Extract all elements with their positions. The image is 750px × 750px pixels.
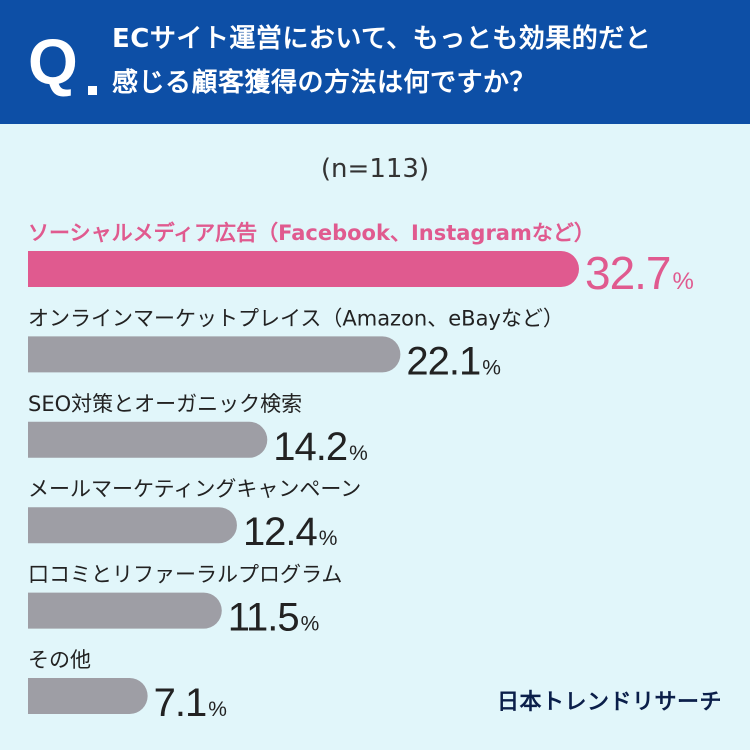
unit-label: %: [349, 442, 368, 465]
unit-label: %: [301, 613, 320, 636]
question-text-line-2: 感じる顧客獲得の方法は何ですか？: [112, 68, 537, 98]
value-label: 12.4: [243, 510, 318, 554]
bar: [28, 336, 401, 373]
value-label: 7.1: [154, 681, 207, 725]
category-label: ソーシャルメディア広告（Facebook、Instagramなど）: [28, 221, 595, 245]
bar: [28, 421, 268, 458]
bar: [28, 678, 148, 714]
value-label: 32.7: [585, 247, 671, 299]
question-mark: Q: [28, 26, 78, 98]
question-header: Q ECサイト運営において、もっとも効果的だと 感じる顧客獲得の方法は何ですか？: [0, 0, 750, 124]
category-label: 口コミとリファーラルプログラム: [28, 563, 342, 587]
brand-logo: 日本トレンドリサーチ: [496, 690, 722, 715]
bar: [28, 251, 579, 287]
sample-size: (n=113): [320, 154, 430, 184]
question-text-line-1: ECサイト運営において、もっとも効果的だと: [112, 24, 652, 54]
bar: [28, 592, 222, 629]
question-mark-dot: [88, 86, 97, 95]
value-label: 11.5: [228, 596, 299, 640]
unit-label: %: [482, 356, 501, 379]
category-label: その他: [28, 648, 91, 672]
category-label: SEO対策とオーガニック検索: [28, 392, 302, 416]
bar: [28, 507, 237, 544]
category-label: メールマーケティングキャンペーン: [28, 477, 361, 501]
value-label: 22.1: [406, 339, 480, 383]
category-label: オンラインマーケットプレイス（Amazon、eBayなど）: [28, 306, 564, 330]
unit-label: %: [673, 268, 694, 295]
value-label: 14.2: [273, 425, 347, 469]
unit-label: %: [319, 527, 338, 550]
unit-label: %: [208, 698, 227, 721]
